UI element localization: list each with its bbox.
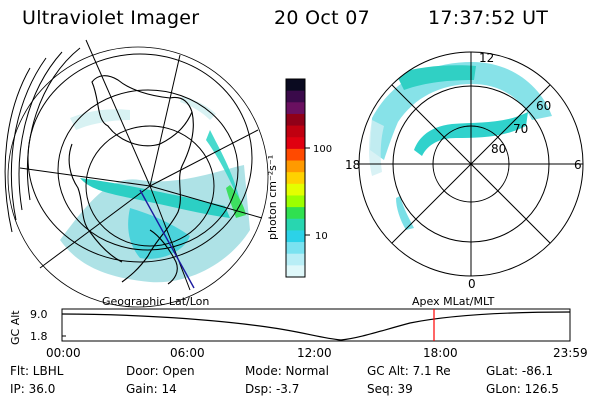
xtick-0000: 00:00	[46, 346, 81, 360]
status-gain: Gain: 14	[126, 382, 177, 396]
mlat-label-60: 60	[536, 99, 551, 113]
xtick-0600: 06:00	[170, 346, 205, 360]
colorbar-swatch	[286, 79, 305, 92]
timeline-ytick-9: 9.0	[30, 308, 48, 321]
xtick-2359: 23:59	[553, 346, 588, 360]
mlt-label-12: 12	[479, 51, 494, 65]
colorbar-swatch	[286, 102, 305, 115]
timeline-ytick-1-8: 1.8	[30, 330, 48, 343]
colorbar-swatch	[286, 172, 305, 185]
colorbar-tick-100: 100	[313, 144, 332, 155]
date-label: 20 Oct 07	[274, 7, 370, 29]
colorbar-swatch	[286, 160, 305, 173]
timeline-xticks: 00:00 06:00 12:00 18:00 23:59	[46, 346, 588, 360]
colorbar-swatch	[286, 218, 305, 232]
status-ip: IP: 36.0	[10, 382, 56, 396]
satellite-track	[139, 189, 195, 289]
colorbar-scale	[286, 79, 305, 278]
timeline-axis-label: GC Alt	[9, 310, 22, 345]
colorbar-swatch	[286, 137, 305, 150]
latlon-grid	[4, 39, 269, 308]
polar-plot: 12 18 6 0 60 70 80	[345, 51, 584, 291]
colorbar-unit-label: photon cm⁻²s⁻¹	[266, 155, 279, 240]
altitude-curve	[61, 311, 571, 341]
status-glon: GLon: 126.5	[486, 382, 559, 396]
mlt-label-18: 18	[345, 158, 360, 172]
coastline	[68, 75, 194, 285]
colorbar-swatch	[286, 90, 305, 103]
colorbar-swatch	[286, 265, 305, 278]
status-mode: Mode: Normal	[245, 364, 329, 378]
status-flt: Flt: LBHL	[10, 364, 64, 378]
geographic-label: Geographic Lat/Lon	[102, 295, 209, 308]
instrument-title: Ultraviolet Imager	[22, 7, 200, 29]
mlat-label-80: 80	[491, 142, 506, 156]
auroral-emission-left	[60, 96, 250, 283]
mlt-label-0: 0	[468, 277, 476, 291]
apex-label: Apex MLat/MLT	[412, 295, 495, 308]
xtick-1200: 12:00	[297, 346, 332, 360]
colorbar: 100 10 photon cm⁻²s⁻¹	[266, 78, 332, 278]
colorbar-swatch	[286, 242, 305, 255]
polar-grid	[358, 51, 584, 277]
colorbar-tick-10: 10	[315, 231, 328, 242]
colorbar-swatch	[286, 148, 305, 162]
altitude-timeline: Geographic Lat/Lon Apex MLat/MLT 9.0 1.8…	[9, 295, 588, 360]
colorbar-swatch	[286, 207, 305, 220]
colorbar-swatch	[286, 230, 305, 243]
colorbar-swatch	[286, 113, 305, 127]
status-glat: GLat: -86.1	[486, 364, 553, 378]
mlt-label-6: 6	[574, 158, 582, 172]
status-door: Door: Open	[126, 364, 195, 378]
colorbar-swatch	[286, 125, 305, 138]
xtick-1800: 18:00	[423, 346, 458, 360]
status-gc-alt: GC Alt: 7.1 Re	[367, 364, 451, 378]
colorbar-swatch	[286, 195, 305, 208]
colorbar-swatch	[286, 183, 305, 197]
status-dsp: Dsp: -3.7	[245, 382, 300, 396]
colorbar-swatch	[286, 253, 305, 266]
time-label: 17:37:52 UT	[428, 7, 549, 29]
geographic-map	[4, 39, 269, 308]
status-seq: Seq: 39	[367, 382, 413, 396]
mlat-label-70: 70	[513, 122, 528, 136]
